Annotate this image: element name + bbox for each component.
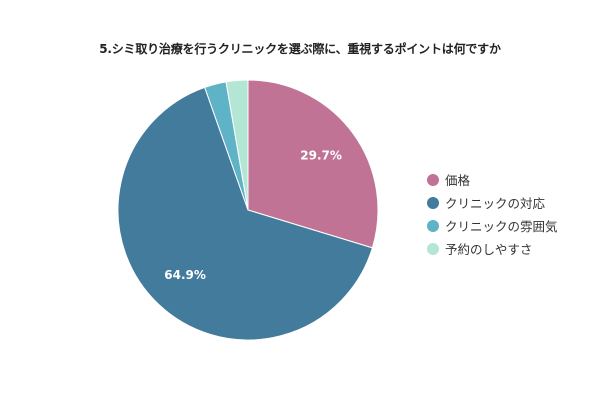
pie-data-labels: 29.7% 64.9% xyxy=(164,148,342,282)
pie-slice-1 xyxy=(247,79,379,249)
legend-item-1: 価格 xyxy=(427,168,558,191)
legend-swatch xyxy=(427,196,439,209)
data-label-1: 29.7% xyxy=(300,148,342,162)
legend-label: 予約のしやすさ xyxy=(445,242,533,257)
data-label-2: 64.9% xyxy=(164,268,206,282)
legend-swatch xyxy=(427,173,439,186)
legend-item-3: クリニックの雰囲気 xyxy=(427,214,558,237)
legend-swatch xyxy=(427,219,439,232)
legend-swatch xyxy=(427,242,439,255)
chart-title: 5.シミ取り治療を行うクリニックを選ぶ際に、重視するポイントは何ですか xyxy=(99,42,501,56)
pie-slice-2 xyxy=(117,86,373,341)
chart-legend: 価格クリニックの対応 クリニックの雰囲気 予約のしやすさ xyxy=(427,168,558,260)
legend-label: 価格 xyxy=(445,173,471,188)
pie-slice-4 xyxy=(225,79,249,211)
legend-item-4: 予約のしやすさ xyxy=(427,237,558,260)
legend-label: クリニックの雰囲気 xyxy=(445,219,558,234)
legend-item-2: クリニックの対応 xyxy=(427,191,558,214)
pie-slices xyxy=(117,79,379,341)
legend-label: クリニックの対応 xyxy=(445,196,546,211)
